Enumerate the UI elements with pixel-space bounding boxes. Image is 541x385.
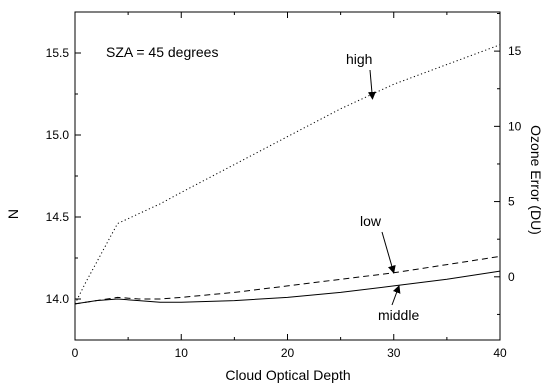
x-tick-label: 40 — [493, 346, 507, 360]
annotation-arrows — [367, 69, 401, 306]
y-tick-label: 14.0 — [46, 292, 70, 306]
x-tick-label: 10 — [175, 346, 189, 360]
arrow-middle — [391, 284, 401, 306]
series-layer — [74, 44, 501, 305]
plot-frame — [74, 11, 501, 341]
arrow-high — [367, 69, 376, 100]
y-axis-label: N — [5, 209, 21, 219]
x-tick-label: 0 — [72, 346, 79, 360]
y2-tick-label: 10 — [508, 119, 522, 133]
y-axis-right: 0 5 10 15 — [494, 13, 522, 315]
series-line-middle — [74, 270, 501, 305]
arrow-low — [381, 231, 396, 274]
y2-tick-label: 5 — [508, 195, 515, 209]
x-tick-label: 20 — [281, 346, 295, 360]
y-axis-left: 14.0 14.5 15.0 15.5 — [46, 11, 81, 341]
y-tick-label: 14.5 — [46, 210, 70, 224]
y2-tick-label: 0 — [508, 270, 515, 284]
x-axis: 0 10 20 30 40 — [72, 12, 507, 360]
series-line-high — [74, 44, 501, 305]
series-line-low — [74, 255, 501, 305]
x-axis-label: Cloud Optical Depth — [225, 367, 350, 383]
series-label-low: low — [360, 213, 382, 229]
y-tick-label: 15.0 — [46, 128, 70, 142]
series-label-high: high — [346, 51, 372, 67]
y-tick-label: 15.5 — [46, 46, 70, 60]
sza-annotation: SZA = 45 degrees — [106, 44, 218, 60]
y2-tick-label: 15 — [508, 44, 522, 58]
y2-axis-label: Ozone Error (DU) — [528, 125, 541, 235]
x-tick-label: 30 — [387, 346, 401, 360]
series-label-middle: middle — [378, 307, 419, 323]
